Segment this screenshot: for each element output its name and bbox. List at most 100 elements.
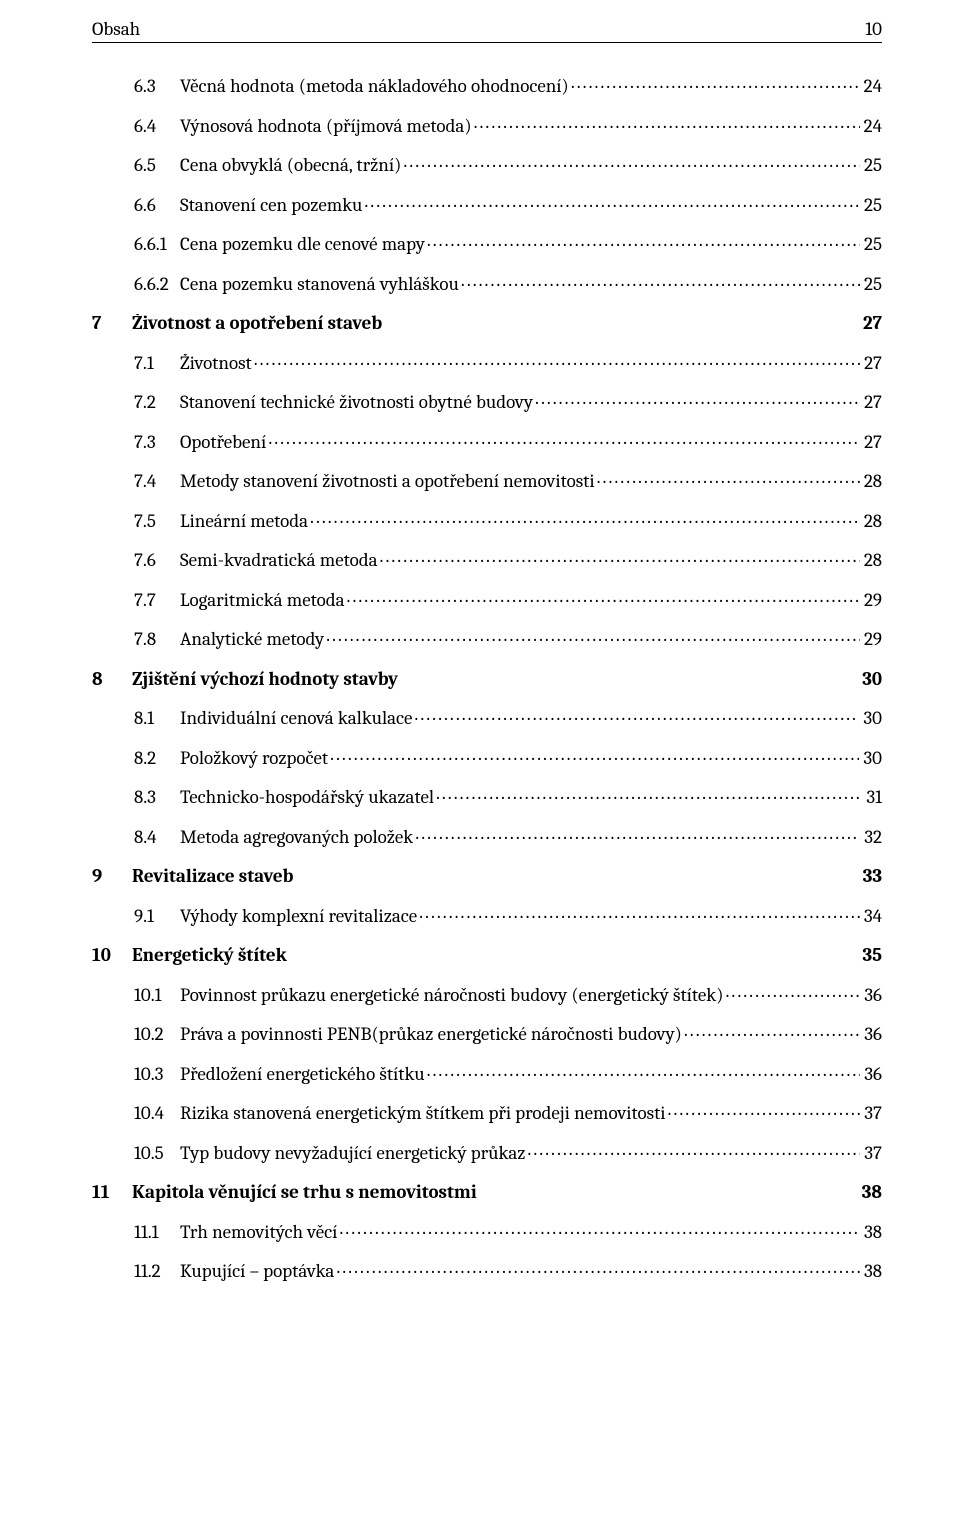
toc-leader-dots [597,468,860,487]
toc-entry-title: Metody stanovení životnosti a opotřebení… [180,472,595,491]
toc-entry-number: 9.1 [134,907,180,926]
toc-entry-number: 7.3 [134,433,180,452]
toc-entry: 7.8Analytické metody29 [92,626,882,649]
toc-entry-page: 36 [862,1065,882,1084]
header-left: Obsah [92,18,140,40]
toc-entry-page: 30 [860,670,882,689]
toc-entry-title: Trh nemovitých věcí [180,1223,337,1242]
toc-entry-title: Kapitola věnující se trhu s nemovitostmi [132,1183,477,1202]
toc-entry-title: Technicko-hospodářský ukazatel [180,788,434,807]
toc-entry-number: 7 [92,314,132,333]
toc-entry-page: 30 [861,749,882,768]
toc-entry: 10.1Povinnost průkazu energetické náročn… [92,982,882,1005]
toc-leader-dots [326,626,860,645]
document-page: Obsah 10 6.3Věcná hodnota (metoda náklad… [0,0,960,1513]
toc-entry-page: 27 [862,393,882,412]
toc-entry-page: 25 [862,156,882,175]
toc-leader-dots [336,1258,860,1277]
toc-entry-title: Cena obvyklá (obecná, tržní) [180,156,401,175]
toc-entry: 6.6.2Cena pozemku stanovená vyhláškou 25 [92,271,882,294]
table-of-contents: 6.3Věcná hodnota (metoda nákladového oho… [92,73,882,1281]
header-page-number: 10 [865,18,882,40]
toc-entry-number: 6.4 [134,117,180,136]
running-header: Obsah 10 [92,18,882,43]
toc-leader-dots [403,152,860,171]
toc-entry-title: Výhody komplexní revitalizace [180,907,417,926]
toc-entry-number: 6.6.2 [134,275,180,294]
toc-entry-number: 10.4 [134,1104,180,1123]
toc-entry-page: 29 [862,591,882,610]
toc-entry-page: 27 [862,433,882,452]
toc-entry-title: Metoda agregovaných položek [180,828,413,847]
toc-leader-dots [295,863,858,882]
toc-entry: 7.2Stanovení technické životnosti obytné… [92,389,882,412]
toc-entry-number: 8.1 [134,709,180,728]
toc-entry-title: Typ budovy nevyžadující energetický průk… [180,1144,525,1163]
toc-entry: 7.1Životnost27 [92,350,882,373]
toc-leader-dots [400,666,858,685]
toc-entry-title: Opotřebení [180,433,266,452]
toc-entry-title: Stanovení technické životnosti obytné bu… [180,393,533,412]
toc-entry-number: 8 [92,670,132,689]
toc-entry-title: Práva a povinnosti PENB(průkaz energetic… [180,1025,682,1044]
toc-entry: 8.4Metoda agregovaných položek32 [92,824,882,847]
toc-entry: 9Revitalizace staveb33 [92,863,882,886]
toc-leader-dots [414,705,859,724]
toc-entry-page: 38 [860,1183,882,1202]
toc-entry-number: 10.2 [134,1025,180,1044]
toc-entry-title: Výnosová hodnota (příjmová metoda) [180,117,472,136]
toc-entry-number: 7.8 [134,630,180,649]
toc-entry-title: Položkový rozpočet [180,749,328,768]
toc-entry-page: 37 [862,1144,882,1163]
toc-entry-page: 36 [862,1025,882,1044]
toc-entry-page: 28 [862,472,882,491]
toc-entry-page: 24 [862,77,882,96]
toc-entry-number: 7.4 [134,472,180,491]
toc-entry-title: Energetický štítek [132,946,287,965]
toc-entry-page: 29 [862,630,882,649]
toc-entry-title: Předložení energetického štítku [180,1065,425,1084]
toc-entry: 7.4Metody stanovení životnosti a opotřeb… [92,468,882,491]
toc-entry-number: 7.2 [134,393,180,412]
toc-entry-title: Stanovení cen pozemku [180,196,362,215]
toc-entry-title: Lineární metoda [180,512,308,531]
toc-entry-page: 34 [862,907,882,926]
toc-leader-dots [347,587,860,606]
toc-leader-dots [479,1179,858,1198]
toc-entry-page: 27 [862,354,882,373]
toc-leader-dots [726,982,861,1001]
toc-entry: 11.1Trh nemovitých věcí38 [92,1219,882,1242]
toc-leader-dots [474,113,860,132]
toc-leader-dots [684,1021,860,1040]
toc-entry-page: 28 [862,551,882,570]
toc-entry: 10.4Rizika stanovená energetickým štítke… [92,1100,882,1123]
toc-leader-dots [380,547,860,566]
toc-entry-page: 35 [860,946,882,965]
toc-leader-dots [415,824,860,843]
toc-leader-dots [289,942,859,961]
toc-entry-number: 7.5 [134,512,180,531]
toc-entry-page: 36 [862,986,882,1005]
toc-entry-page: 25 [862,275,882,294]
toc-entry-number: 10.5 [134,1144,180,1163]
toc-entry: 6.6.1Cena pozemku dle cenové mapy25 [92,231,882,254]
toc-entry-page: 37 [862,1104,882,1123]
toc-entry-number: 11 [92,1183,132,1202]
toc-entry-number: 7.6 [134,551,180,570]
toc-leader-dots [419,903,860,922]
toc-leader-dots [527,1140,860,1159]
toc-leader-dots [461,271,860,290]
toc-entry-title: Cena pozemku stanovená vyhláškou [180,275,459,294]
toc-entry-page: 30 [861,709,882,728]
toc-leader-dots [668,1100,861,1119]
toc-entry: 7.3Opotřebení 27 [92,429,882,452]
toc-entry-number: 6.6 [134,196,180,215]
toc-entry: 10.5Typ budovy nevyžadující energetický … [92,1140,882,1163]
toc-entry: 7Životnost a opotřebení staveb27 [92,310,882,333]
toc-entry-title: Cena pozemku dle cenové mapy [180,235,425,254]
toc-leader-dots [427,231,860,250]
toc-leader-dots [571,73,860,92]
toc-entry: 7.6Semi-kvadratická metoda28 [92,547,882,570]
toc-entry-title: Revitalizace staveb [132,867,293,886]
toc-entry-number: 7.7 [134,591,180,610]
